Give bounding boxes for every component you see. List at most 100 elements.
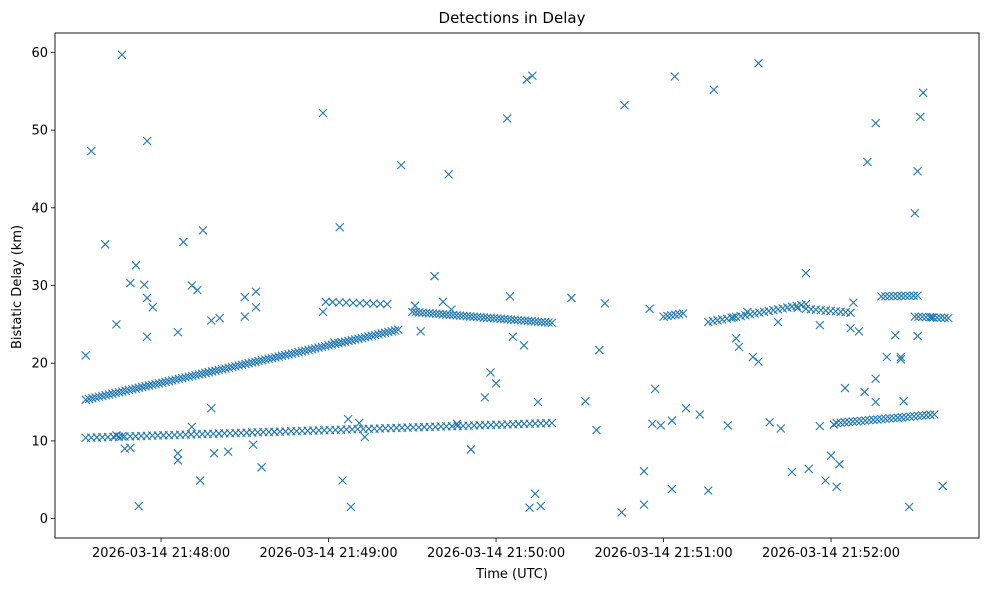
data-point xyxy=(304,345,313,355)
data-point xyxy=(318,307,328,317)
data-point xyxy=(257,462,266,472)
data-point xyxy=(267,353,277,363)
data-point xyxy=(382,299,392,309)
data-point xyxy=(280,350,290,360)
data-point xyxy=(164,376,174,386)
data-point xyxy=(377,329,387,338)
data-point xyxy=(195,476,205,485)
y-tick-label: 10 xyxy=(31,434,48,449)
data-point xyxy=(151,379,160,389)
data-point xyxy=(424,308,434,318)
data-point xyxy=(893,291,902,301)
x-axis-label: Time (UTC) xyxy=(475,567,548,582)
data-point xyxy=(871,374,881,384)
data-point xyxy=(754,58,763,68)
data-point xyxy=(445,310,455,320)
axes-frame xyxy=(54,32,980,539)
data-point xyxy=(338,476,347,485)
data-point xyxy=(801,268,811,278)
y-tick-label: 30 xyxy=(31,279,48,294)
data-point xyxy=(904,502,914,512)
data-point xyxy=(184,372,194,382)
data-point xyxy=(84,394,94,404)
data-point xyxy=(206,316,216,325)
data-point xyxy=(508,332,518,342)
data-point xyxy=(134,501,144,511)
data-point xyxy=(310,343,320,353)
data-point xyxy=(244,358,254,368)
data-point xyxy=(230,361,240,371)
data-point xyxy=(131,384,140,393)
data-point xyxy=(124,385,134,395)
y-tick-label: 60 xyxy=(31,46,48,61)
data-point xyxy=(362,298,372,308)
data-point xyxy=(466,445,476,454)
data-point xyxy=(489,313,499,323)
data-point xyxy=(198,225,208,235)
data-point xyxy=(347,335,357,345)
data-point xyxy=(505,291,515,301)
data-point xyxy=(885,413,894,423)
data-point xyxy=(354,418,364,428)
data-point xyxy=(530,489,540,499)
data-point xyxy=(387,326,397,336)
data-point xyxy=(496,314,506,324)
data-point xyxy=(592,425,601,435)
data-point xyxy=(890,330,900,340)
data-point xyxy=(131,260,141,270)
data-point xyxy=(909,291,918,301)
data-point xyxy=(344,336,353,346)
data-point xyxy=(418,308,427,318)
data-point xyxy=(458,311,468,321)
data-point xyxy=(107,389,117,399)
data-point xyxy=(821,476,830,485)
data-point xyxy=(594,345,604,355)
data-point xyxy=(264,354,274,364)
data-point xyxy=(161,377,170,387)
data-point xyxy=(480,392,490,402)
data-point xyxy=(421,308,431,318)
data-point xyxy=(346,502,356,512)
data-point xyxy=(910,312,920,321)
data-point xyxy=(914,312,923,322)
data-point xyxy=(181,373,190,382)
data-point xyxy=(670,72,680,81)
data-point xyxy=(97,391,107,401)
data-point xyxy=(860,387,869,397)
data-point xyxy=(452,419,462,429)
data-point xyxy=(913,291,922,300)
data-point xyxy=(881,414,890,424)
data-point xyxy=(520,316,530,326)
data-point xyxy=(318,108,328,118)
data-point xyxy=(257,355,267,365)
data-point xyxy=(852,416,862,426)
data-point xyxy=(856,416,866,426)
data-point xyxy=(499,314,509,324)
data-point xyxy=(248,440,258,450)
data-point xyxy=(910,208,920,218)
data-point xyxy=(882,352,892,362)
data-point xyxy=(943,313,953,323)
data-point xyxy=(207,367,217,376)
data-point xyxy=(354,334,363,344)
data-point xyxy=(913,331,922,341)
data-point xyxy=(192,285,202,295)
data-point xyxy=(917,411,927,420)
data-point xyxy=(227,362,237,372)
data-point xyxy=(127,384,137,394)
data-point xyxy=(374,329,383,339)
data-point xyxy=(237,360,247,370)
data-point xyxy=(367,331,377,341)
data-point xyxy=(277,351,287,361)
data-point xyxy=(87,393,97,403)
data-point xyxy=(197,369,207,379)
data-point xyxy=(925,410,935,420)
data-point xyxy=(117,50,127,60)
data-point xyxy=(174,374,184,384)
data-point xyxy=(337,338,347,347)
data-point xyxy=(380,328,390,338)
data-point xyxy=(567,293,576,303)
data-point xyxy=(348,298,358,308)
data-point xyxy=(117,431,127,441)
